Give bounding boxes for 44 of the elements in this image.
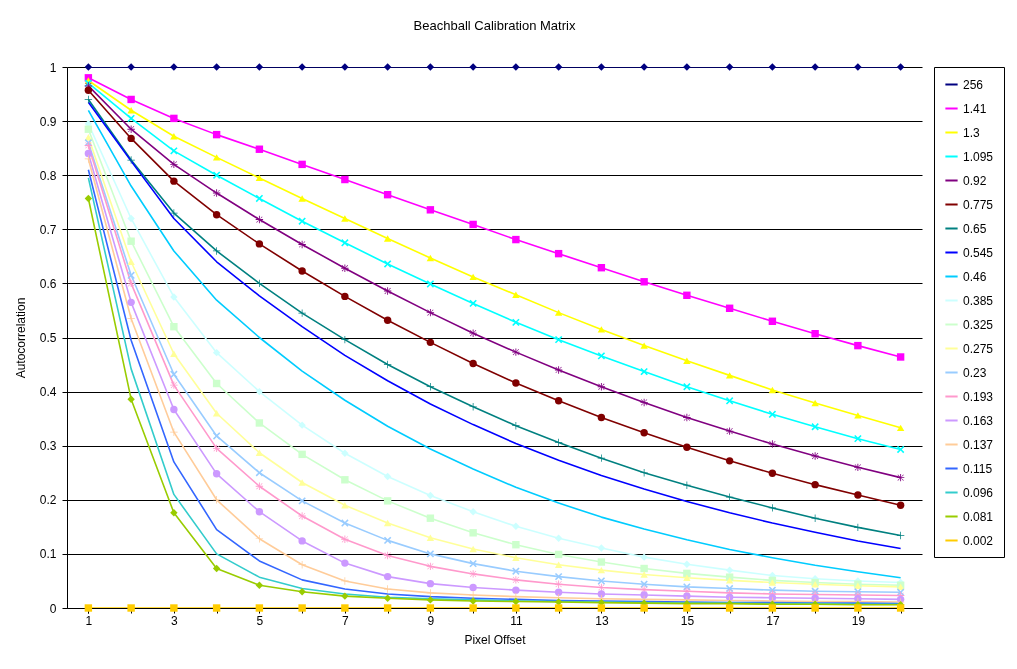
legend-label: 0.65 bbox=[963, 221, 987, 236]
legend-label: 0.23 bbox=[963, 365, 987, 380]
legend-label: 0.775 bbox=[963, 197, 994, 212]
legend-label: 0.163 bbox=[963, 413, 994, 428]
legend-label: 0.545 bbox=[963, 245, 994, 260]
legend-label: 0.137 bbox=[963, 437, 994, 452]
x-tick-label: 13 bbox=[595, 613, 609, 628]
y-tick-label: 0.4 bbox=[39, 385, 57, 400]
legend-label: 0.325 bbox=[963, 317, 994, 332]
y-tick-label: 0.5 bbox=[39, 331, 57, 345]
x-tick-label: 19 bbox=[851, 613, 866, 628]
legend-label: 0.115 bbox=[963, 461, 993, 476]
y-tick-label: 0.1 bbox=[39, 547, 57, 562]
x-tick-label: 15 bbox=[680, 613, 695, 628]
y-tick-label: 0.6 bbox=[39, 276, 57, 291]
chart-title: Beachball Calibration Matrix bbox=[413, 18, 576, 33]
legend-label: 0.46 bbox=[963, 269, 987, 284]
y-tick-label: 0.8 bbox=[39, 168, 57, 183]
y-tick-label: 0.3 bbox=[39, 439, 57, 454]
legend-label: 0.002 bbox=[963, 533, 994, 548]
x-tick-label: 17 bbox=[766, 613, 780, 628]
legend-label: 0.92 bbox=[963, 173, 987, 188]
legend-label: 0.081 bbox=[963, 509, 994, 524]
x-tick-label: 11 bbox=[510, 613, 523, 628]
legend-label: 1.095 bbox=[963, 149, 994, 164]
y-axis-title: Autocorrelation bbox=[13, 297, 28, 379]
y-tick-label: 0.2 bbox=[39, 493, 57, 508]
legend-label: 0.275 bbox=[963, 341, 994, 356]
x-tick-label: 3 bbox=[171, 613, 179, 628]
y-tick-label: 0 bbox=[49, 601, 57, 616]
x-tick-label: 5 bbox=[256, 613, 264, 628]
y-tick-label: 1 bbox=[49, 60, 57, 75]
x-tick-label: 9 bbox=[427, 613, 435, 628]
x-tick-label: 1 bbox=[85, 613, 93, 628]
y-tick-label: 0.9 bbox=[39, 114, 57, 129]
x-tick-label: 7 bbox=[342, 613, 350, 628]
legend-label: 1.3 bbox=[963, 125, 981, 140]
legend-label: 0.096 bbox=[963, 485, 994, 500]
legend-label: 0.193 bbox=[963, 389, 994, 404]
x-axis-title: Pixel Offset bbox=[464, 632, 527, 647]
legend-label: 256 bbox=[963, 77, 984, 92]
legend-label: 0.385 bbox=[963, 293, 994, 308]
y-tick-label: 0.7 bbox=[39, 222, 57, 237]
legend-label: 1.41 bbox=[963, 101, 987, 116]
